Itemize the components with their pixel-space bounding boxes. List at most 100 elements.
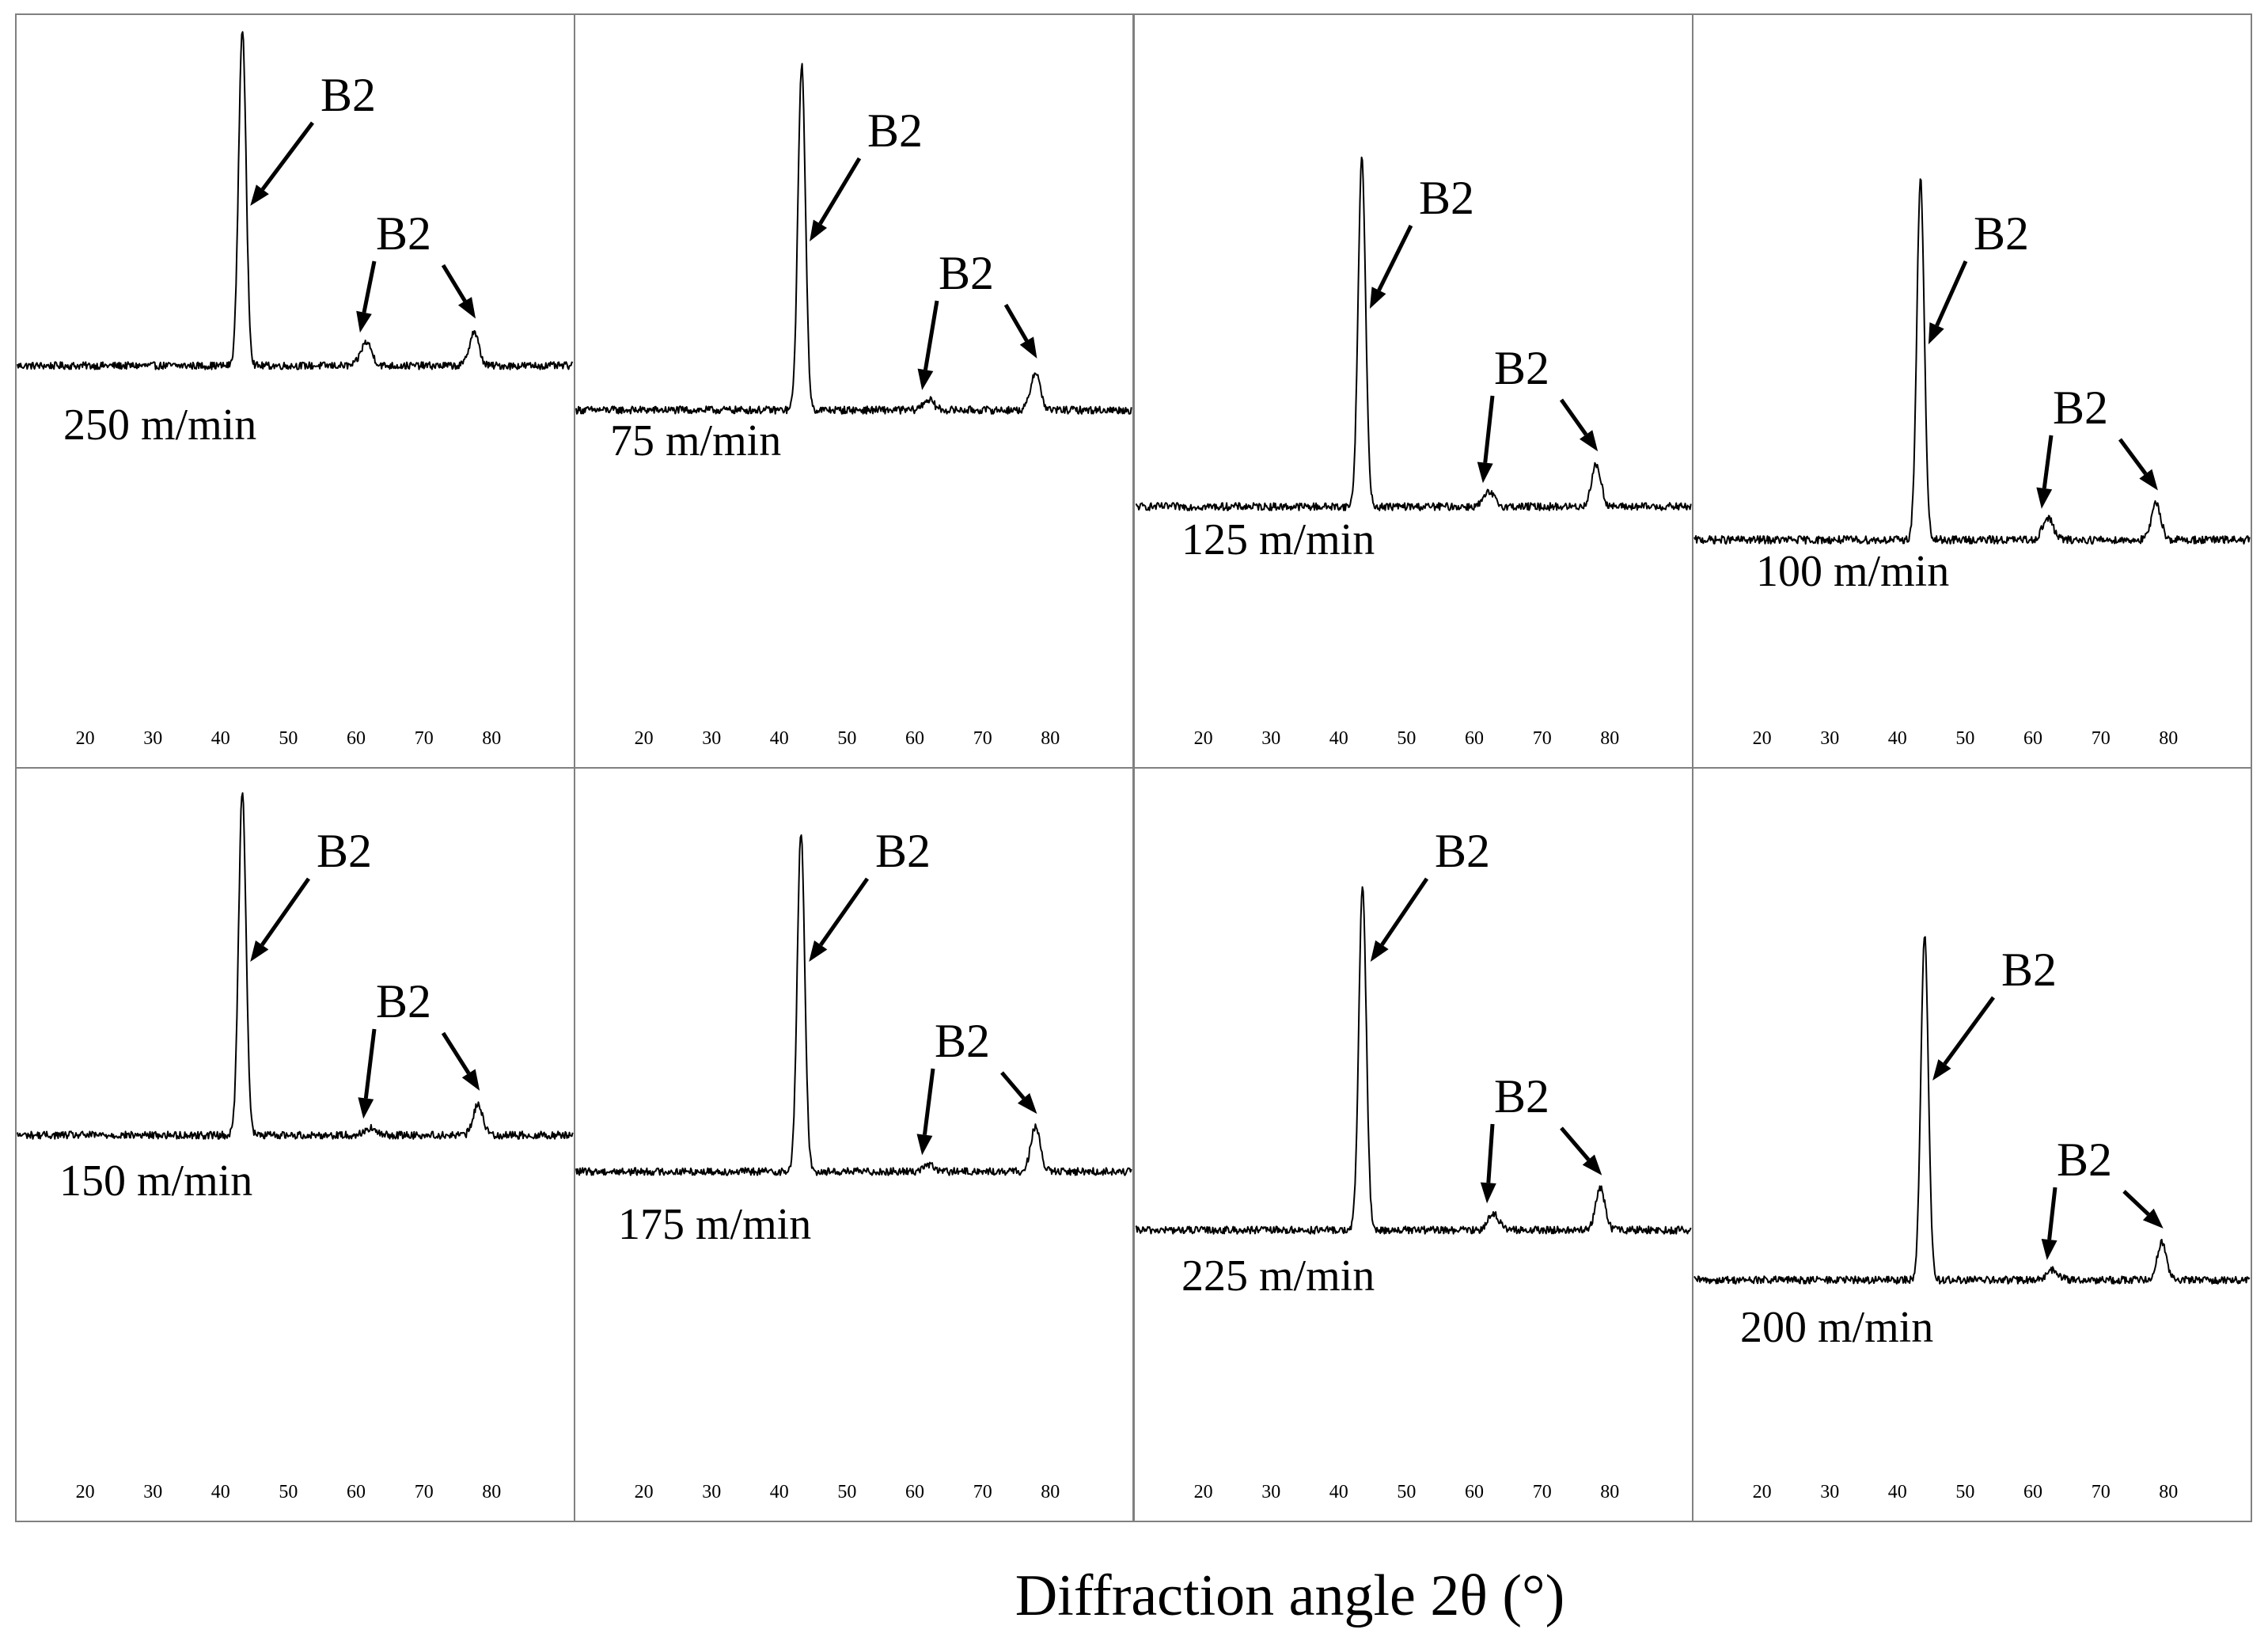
x-tick-label: 70: [1533, 1482, 1552, 1502]
peak-label: B2: [2001, 944, 2057, 996]
peak-label: B2: [2053, 382, 2108, 434]
peak-arrow: [1369, 224, 1413, 309]
peak-label: B2: [1419, 172, 1474, 224]
x-tick-label: 60: [905, 1482, 924, 1502]
x-tick-label: 30: [143, 728, 162, 749]
peak-arrow: [250, 121, 314, 206]
x-tick-label: 30: [702, 728, 721, 749]
x-tick-label: 20: [76, 1482, 95, 1502]
x-tick-label: 30: [143, 1482, 162, 1502]
peak-arrow: [809, 877, 870, 962]
peak-arrow: [1003, 303, 1037, 359]
peak-arrow: [2036, 435, 2054, 509]
x-tick-label: 40: [1329, 728, 1348, 749]
peak-arrow: [916, 1068, 935, 1156]
peak-label: B2: [867, 104, 923, 157]
xrd-panel: 20 30 40 50 60 70 80 175 m/min B2 B2: [574, 767, 1134, 1522]
x-tick-label: 30: [1820, 728, 1839, 749]
panel-frame: [574, 767, 1134, 1522]
peak-label: B2: [1494, 342, 1549, 394]
peak-label: B2: [1494, 1070, 1549, 1122]
peak-label: B2: [1435, 825, 1490, 877]
x-tick-label: 50: [1397, 728, 1416, 749]
xrd-pattern-line: [17, 31, 574, 370]
x-tick-label: 80: [1041, 1482, 1060, 1502]
panel-frame: [1133, 767, 1693, 1522]
peak-arrow: [441, 264, 476, 319]
peak-arrow: [358, 1028, 377, 1119]
peak-arrow: [1477, 395, 1495, 484]
x-tick-label: 20: [1194, 728, 1213, 749]
x-tick-label: 40: [770, 1482, 789, 1502]
xrd-panel: 20 30 40 50 60 70 80 75 m/min B2 B2: [574, 13, 1134, 769]
condition-label: 125 m/min: [1181, 515, 1375, 564]
x-tick-label: 50: [279, 728, 298, 749]
x-tick-label: 70: [2092, 728, 2111, 749]
x-tick-label: 70: [2092, 1482, 2111, 1502]
xrd-panel: 20 30 40 50 60 70 80 150 m/min B2 B2: [15, 767, 575, 1522]
x-tick-label: 30: [702, 1482, 721, 1502]
panel-frame: [574, 13, 1134, 769]
x-axis-title: Diffraction angle 2θ (°): [1015, 1563, 1564, 1628]
xrd-pattern-line: [1693, 178, 2251, 545]
condition-label: 75 m/min: [610, 416, 781, 465]
x-tick-label: 80: [2159, 1482, 2178, 1502]
x-tick-label: 30: [1261, 728, 1280, 749]
xrd-panel: 20 30 40 50 60 70 80 225 m/min B2 B2: [1133, 767, 1693, 1522]
xrd-pattern-line: [575, 63, 1132, 415]
x-tick-label: 60: [2023, 728, 2042, 749]
xrd-pattern-line: [1135, 886, 1692, 1235]
peak-label: B2: [939, 247, 994, 299]
x-tick-label: 20: [635, 728, 654, 749]
peak-arrow: [2118, 438, 2158, 491]
x-tick-label: 60: [1465, 728, 1484, 749]
x-tick-label: 30: [1820, 1482, 1839, 1502]
peak-arrow: [1480, 1123, 1496, 1204]
xrd-pattern-line: [17, 792, 574, 1140]
x-tick-label: 40: [1888, 728, 1907, 749]
peak-label: B2: [376, 207, 431, 260]
x-tick-label: 70: [415, 1482, 434, 1502]
x-tick-label: 20: [76, 728, 95, 749]
peak-arrow: [441, 1031, 480, 1091]
condition-label: 100 m/min: [1756, 547, 1949, 596]
peak-arrow: [1559, 398, 1599, 452]
panel-frame: [1133, 13, 1693, 769]
xrd-panel: 20 30 40 50 60 70 80 200 m/min B2 B2: [1692, 767, 2252, 1522]
condition-label: 250 m/min: [63, 401, 256, 450]
peak-arrow: [356, 260, 377, 333]
x-tick-label: 60: [1465, 1482, 1484, 1502]
peak-arrow: [2122, 1190, 2164, 1229]
panel-frame: [1692, 767, 2252, 1522]
xrd-panel: 20 30 40 50 60 70 80 125 m/min B2 B2: [1133, 13, 1693, 769]
x-tick-label: 80: [1041, 728, 1060, 749]
peak-arrow: [2041, 1187, 2058, 1260]
x-tick-label: 70: [415, 728, 434, 749]
panel-frame: [1692, 13, 2252, 769]
x-tick-label: 50: [837, 1482, 856, 1502]
x-tick-label: 20: [1194, 1482, 1213, 1502]
peak-arrow: [810, 157, 862, 241]
peak-label: B2: [935, 1015, 990, 1067]
condition-label: 225 m/min: [1181, 1251, 1375, 1301]
x-tick-label: 40: [211, 728, 230, 749]
condition-label: 150 m/min: [59, 1157, 252, 1206]
panel-grid: 20 30 40 50 60 70 80 250 m/min B2 B2 20 30 40 50 60 70 8…: [15, 13, 2252, 1522]
x-tick-label: 30: [1261, 1482, 1280, 1502]
peak-label: B2: [376, 975, 431, 1027]
condition-label: 175 m/min: [618, 1200, 811, 1249]
x-tick-label: 40: [211, 1482, 230, 1502]
x-tick-label: 50: [1955, 728, 1974, 749]
panel-frame: [15, 767, 575, 1522]
x-tick-label: 80: [2159, 728, 2178, 749]
condition-label: 200 m/min: [1740, 1303, 1933, 1352]
x-tick-label: 50: [279, 1482, 298, 1502]
x-tick-label: 80: [1600, 1482, 1619, 1502]
x-tick-label: 40: [1888, 1482, 1907, 1502]
peak-arrow: [917, 300, 939, 390]
peak-arrow: [1370, 877, 1429, 962]
xrd-pattern-line: [1693, 936, 2251, 1285]
peak-arrow: [1000, 1071, 1037, 1115]
x-tick-label: 50: [1397, 1482, 1416, 1502]
